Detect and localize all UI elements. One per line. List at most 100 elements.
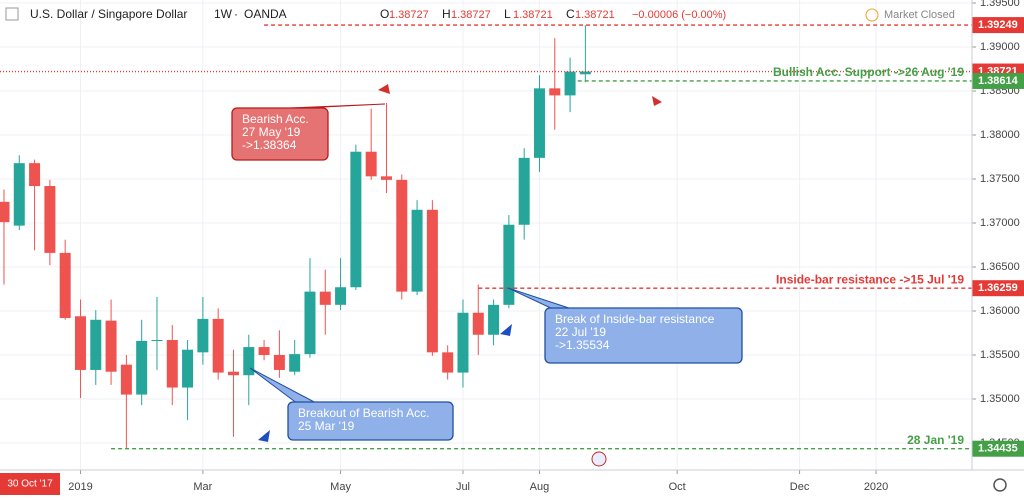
y-tick-label: 1.39500 [980, 0, 1020, 9]
settings-icon[interactable] [993, 478, 1007, 492]
candle-body [503, 224, 515, 305]
callout-text: ->1.35534 [555, 338, 610, 352]
x-tick-label: Aug [530, 481, 550, 493]
x-tick-label: Dec [790, 481, 810, 493]
price-label: 1.38614 [978, 75, 1019, 87]
candle-body [273, 354, 285, 370]
candle-body [227, 371, 239, 376]
candle-body [258, 347, 270, 355]
rocket-icon [652, 96, 662, 106]
candle-body [120, 364, 132, 395]
candle-body [335, 287, 347, 305]
callout-text: 25 Mar '19 [298, 419, 355, 433]
crosshair-label: 30 Oct '17 [7, 479, 53, 490]
candle-body [289, 354, 301, 372]
candle-body [0, 201, 10, 223]
y-tick-label: 1.37000 [980, 217, 1020, 229]
candle-body [472, 312, 484, 335]
market-status: Market Closed [884, 9, 955, 21]
callout-text: Bearish Acc. [242, 112, 309, 126]
candle-body [426, 209, 438, 353]
y-tick-label: 1.37500 [980, 173, 1020, 185]
candle-body [212, 318, 224, 373]
ohlc-value: 1.38727 [451, 9, 491, 21]
x-tick-label: 2019 [68, 481, 92, 493]
y-tick-label: 1.36500 [980, 261, 1020, 273]
status-icon [865, 8, 879, 22]
callout-box [287, 401, 454, 441]
candle-body [533, 88, 545, 158]
price-label: 1.39249 [978, 19, 1018, 31]
candle-body [549, 88, 561, 96]
separator: · [234, 7, 238, 21]
candle-body [243, 347, 255, 376]
ohlc-label: H [442, 7, 451, 21]
callout-text: Break of Inside-bar resistance [555, 312, 715, 326]
ohlc-label: C [566, 7, 575, 21]
symbol-title: U.S. Dollar / Singapore Dollar [30, 7, 187, 21]
candle-body [442, 352, 454, 373]
ohlc-label: O [380, 7, 389, 21]
candle-body [380, 176, 392, 180]
price-label-box [972, 17, 1024, 34]
y-tick-label: 1.35000 [980, 393, 1020, 405]
candle-body [74, 316, 86, 370]
callout-text: ->1.38364 [242, 138, 297, 152]
crosshair-box [0, 473, 60, 495]
symbol-icon[interactable] [5, 7, 19, 21]
price-label-box [972, 440, 1024, 457]
candle-body [457, 312, 469, 373]
candle-body [319, 291, 331, 305]
candle-body [304, 291, 316, 355]
x-tick-label: 2020 [864, 481, 888, 493]
y-tick-label: 1.35500 [980, 349, 1020, 361]
candle-body [365, 151, 377, 177]
candle-body [411, 209, 423, 292]
x-tick-label: May [330, 481, 351, 493]
x-tick-label: Mar [193, 481, 212, 493]
candle-body [182, 349, 194, 388]
ohlc-value: 1.38721 [575, 9, 615, 21]
change: −0.00006 (−0.00%) [632, 9, 726, 21]
candle-body [166, 340, 178, 388]
y-tick-label: 1.39000 [980, 41, 1020, 53]
rocket-icon [500, 324, 512, 336]
ohlc-label: L [504, 7, 511, 21]
rocket-icon [258, 430, 270, 442]
callout-text: Breakout of Bearish Acc. [298, 406, 429, 420]
candle-body [579, 71, 591, 75]
candle-body [518, 157, 530, 225]
callout-box [231, 107, 329, 161]
x-tick-label: Jul [456, 481, 470, 493]
interval[interactable]: 1W [214, 7, 233, 21]
candle-body [488, 304, 500, 335]
level-text: Inside-bar resistance ->15 Jul '19 [776, 272, 964, 286]
candle-body [105, 320, 117, 372]
candle-body [44, 186, 56, 253]
callout-box [544, 307, 743, 364]
callout-text: 27 May '19 [242, 125, 301, 139]
candle-body [59, 252, 71, 319]
candle-body [29, 163, 41, 187]
event-icon [591, 451, 607, 467]
y-tick-label: 1.38000 [980, 129, 1020, 141]
source: OANDA [244, 7, 287, 21]
candle-body [350, 151, 362, 288]
price-label: 1.36259 [978, 282, 1018, 294]
level-text: 28 Jan '19 [907, 433, 964, 447]
price-label-box [972, 72, 1024, 89]
rocket-icon [378, 84, 390, 94]
candle-body [564, 71, 576, 96]
price-label-box [972, 280, 1024, 297]
ohlc-value: 1.38727 [389, 9, 429, 21]
candle-body [136, 340, 148, 395]
candle-body [396, 179, 408, 292]
candle-body [151, 340, 163, 342]
candle-body [197, 318, 209, 353]
y-tick-label: 1.36000 [980, 305, 1020, 317]
callout-text: 22 Jul '19 [555, 325, 606, 339]
candle-body [13, 163, 25, 226]
level-text: Bullish Acc. Support ->26 Aug '19 [773, 65, 964, 79]
candle-body [90, 319, 102, 370]
